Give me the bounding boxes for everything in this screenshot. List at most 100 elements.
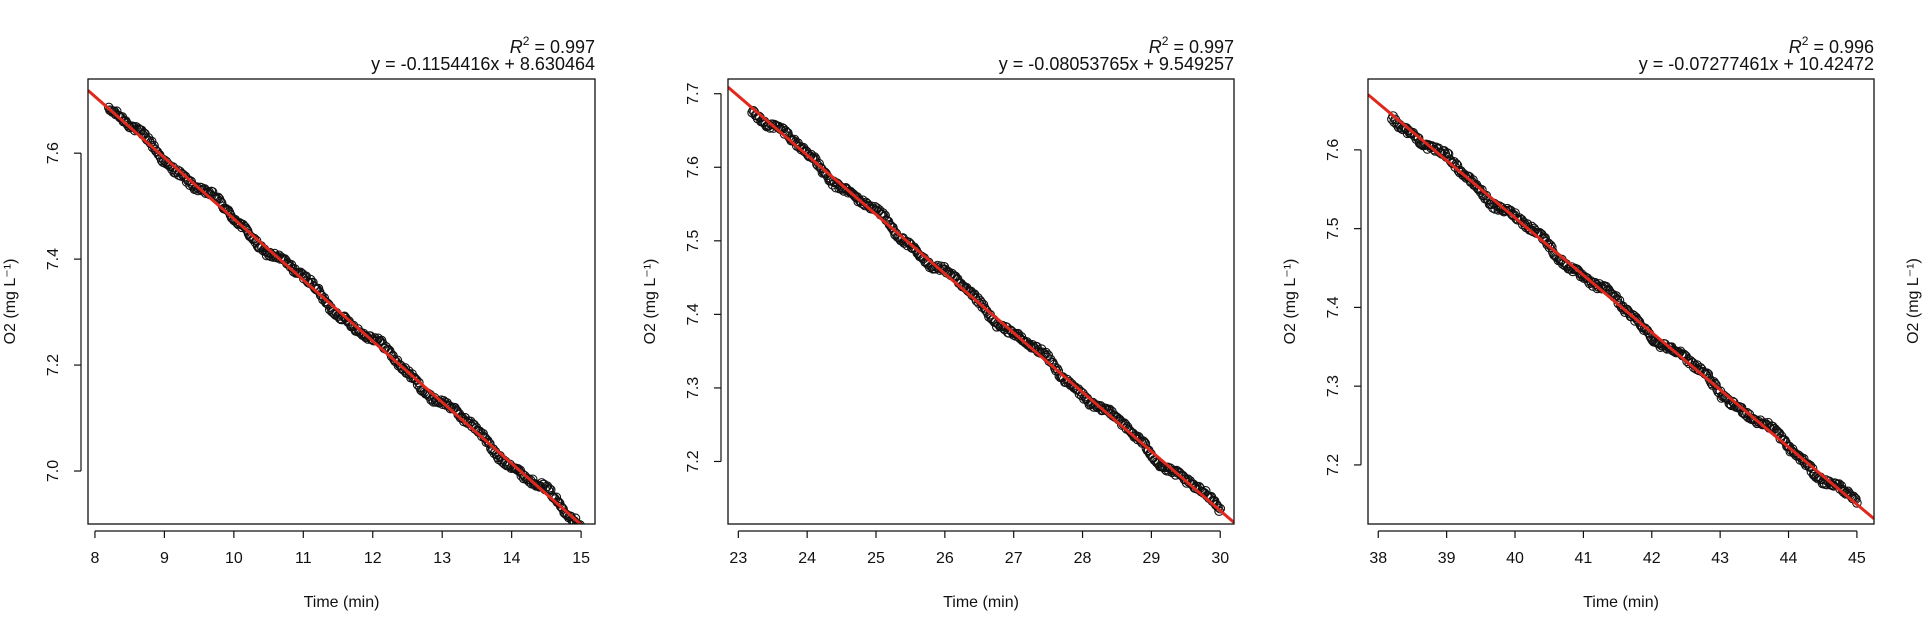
y-tick-label: 7.6 [685, 156, 702, 178]
regression-line [1368, 93, 1874, 520]
chart-panel-1: 8 9 10 11 12 13 14 15 7.0 7.2 7.4 7.6 Time (min) O2 (… [2, 34, 596, 611]
y-tick-label: 7.5 [685, 230, 702, 252]
y-tick-label: 7.7 [685, 82, 702, 104]
data-point [136, 125, 147, 136]
data-point [884, 219, 895, 230]
data-point [1742, 407, 1752, 418]
x-tick-label: 8 [90, 550, 99, 567]
r-squared-label: R2 = 0.997 [510, 34, 595, 57]
data-point [410, 374, 421, 385]
x-tick-label: 14 [503, 550, 521, 567]
x-tick-label: 39 [1438, 550, 1456, 567]
y-tick-label: 7.6 [45, 142, 62, 164]
y-tick-label: 7.2 [1325, 454, 1342, 476]
data-point [400, 363, 411, 373]
regression-equation: y = -0.08053765x + 9.549257 [999, 54, 1234, 74]
data-point [575, 520, 585, 524]
data-point [285, 261, 296, 272]
x-tick-label: 24 [798, 550, 816, 567]
x-tick-label: 27 [1005, 550, 1023, 567]
data-point [1706, 378, 1717, 389]
data-point [514, 466, 524, 477]
y-tick-label: 7.4 [685, 303, 702, 325]
data-point [557, 502, 567, 513]
regression-equation: y = -0.07277461x + 10.42472 [1639, 54, 1874, 74]
regression-line [728, 85, 1234, 524]
y-tick-label: 7.2 [685, 450, 702, 472]
y-tick-label: 7.3 [1325, 375, 1342, 397]
x-tick-label: 30 [1211, 550, 1229, 567]
data-point [1041, 347, 1051, 358]
y-tick-label: 7.2 [45, 354, 62, 376]
data-point [1052, 363, 1062, 374]
data-point [544, 484, 555, 494]
x-tick-label: 29 [1142, 550, 1160, 567]
data-point [545, 484, 556, 495]
data-point [1805, 460, 1816, 471]
data-point [813, 160, 823, 171]
x-tick-label: 28 [1074, 550, 1092, 567]
data-point [413, 377, 424, 388]
x-tick-label: 43 [1711, 550, 1729, 567]
data-point [1633, 315, 1644, 326]
x-axis-label: Time (min) [1583, 594, 1659, 611]
data-point [1442, 148, 1453, 159]
data-point [1682, 356, 1692, 367]
data-point [1852, 498, 1862, 508]
y-tick-label: 7.3 [685, 377, 702, 399]
data-point [482, 435, 493, 446]
x-tick-label: 11 [295, 550, 312, 567]
data-point [542, 481, 553, 492]
x-tick-label: 38 [1369, 550, 1387, 567]
data-point [1736, 402, 1747, 413]
x-tick-label: 12 [364, 550, 382, 567]
chart-panel-3: 38 39 40 41 42 43 44 45 7.2 7.3 7.4 7.5 7.6 Time (min… [1282, 34, 1875, 611]
data-point [981, 306, 992, 316]
y-tick-label: 7.4 [1325, 296, 1342, 318]
x-tick-label: 44 [1780, 550, 1798, 567]
data-point [1184, 477, 1194, 487]
r-squared-label: R2 = 0.996 [1789, 34, 1874, 57]
data-point [1546, 242, 1557, 253]
y-tick-label: 7.6 [1325, 139, 1342, 161]
y-axis-label: O2 (mg L⁻¹) [1282, 259, 1299, 345]
data-point [1807, 463, 1818, 474]
x-tick-label: 23 [729, 550, 747, 567]
x-tick-label: 41 [1574, 550, 1592, 567]
data-point [177, 169, 187, 179]
x-tick-label: 45 [1848, 550, 1866, 567]
data-point [1632, 314, 1643, 325]
data-point [1711, 380, 1721, 390]
x-axis-label: Time (min) [943, 594, 1019, 611]
y-tick-label: 7.4 [45, 248, 62, 270]
data-points [103, 102, 585, 524]
x-tick-label: 15 [572, 550, 590, 567]
plot-frame [87, 78, 596, 525]
data-point [979, 303, 990, 313]
data-point [1511, 213, 1522, 224]
x-tick-label: 9 [160, 550, 169, 567]
plot-frame [1367, 78, 1875, 525]
data-point [880, 210, 890, 221]
data-point [1443, 149, 1454, 159]
x-tick-label: 40 [1506, 550, 1524, 567]
x-tick-label: 42 [1643, 550, 1661, 567]
data-point [273, 251, 283, 262]
x-tick-label: 10 [225, 550, 243, 567]
y-axis-label: O2 (mg L⁻¹) [642, 259, 659, 345]
y-tick-label: 7.0 [45, 460, 62, 482]
regression-line [88, 89, 583, 524]
data-point [848, 189, 859, 200]
chart-panel-2: 23 24 25 26 27 28 29 30 7.2 7.3 7.4 7.5 7.6 7.7 Time (… [642, 34, 1235, 611]
data-point [484, 438, 495, 449]
y-axis-label: O2 (mg L⁻¹) [2, 259, 19, 345]
partial-panel-y-axis-label: O2 (mg L⁻¹) [1905, 258, 1922, 344]
y-tick-label: 7.5 [1325, 217, 1342, 239]
data-point [909, 242, 919, 253]
data-point [112, 110, 123, 121]
plot-frame [727, 78, 1235, 525]
r-squared-label: R2 = 0.997 [1149, 34, 1234, 57]
x-tick-label: 25 [867, 550, 885, 567]
